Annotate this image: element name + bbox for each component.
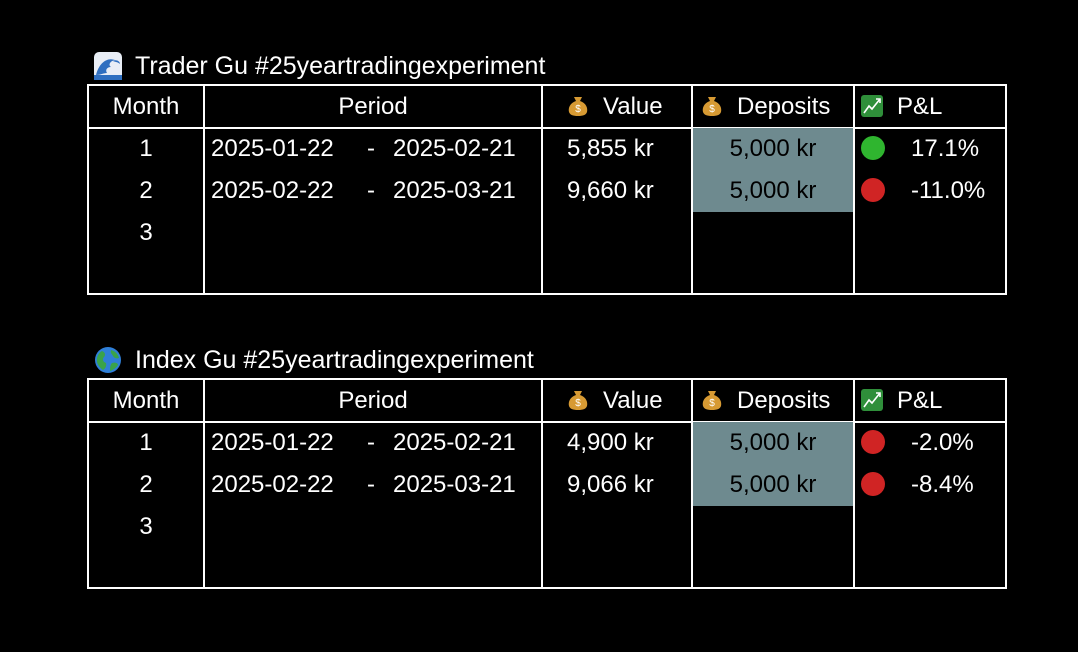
month-cell: 1: [139, 135, 153, 162]
header-period: Period: [338, 387, 408, 414]
table-title: Trader Gu #25yeartradingexperiment: [87, 48, 1007, 84]
period-separator: -: [367, 471, 375, 498]
period-separator: -: [367, 429, 375, 456]
pnl-cell: -8.4%: [911, 471, 974, 498]
month-cell: 2: [139, 177, 153, 204]
svg-text:$: $: [709, 104, 715, 115]
pnl-cell: -11.0%: [911, 177, 986, 204]
header-value: $ Value: [567, 86, 691, 128]
header-month: Month: [112, 93, 180, 120]
header-pnl: P&L: [861, 380, 1007, 422]
header-pnl: P&L: [861, 86, 1007, 128]
pnl-status-icon: [861, 422, 885, 464]
period-start: 2025-02-22: [211, 471, 334, 498]
wave-icon: [94, 52, 122, 80]
deposit-cell: 5,000 kr: [693, 464, 853, 506]
money-bag-icon: $: [702, 96, 722, 116]
money-bag-icon: $: [568, 96, 588, 116]
header-period: Period: [338, 93, 408, 120]
period-end: 2025-03-21: [393, 471, 516, 498]
header-value: $ Value: [567, 380, 691, 422]
trader-gu-section: Trader Gu #25yeartradingexperiment Month…: [87, 48, 1007, 295]
header-deposits: $ Deposits: [701, 380, 853, 422]
pnl-status-icon: [861, 170, 885, 212]
value-cell: 5,855 kr: [567, 135, 654, 162]
index-gu-section: Index Gu #25yeartradingexperiment Month …: [87, 342, 1007, 589]
period-start: 2025-01-22: [211, 135, 334, 162]
money-bag-icon: $: [702, 390, 722, 410]
pnl-cell: -2.0%: [911, 429, 974, 456]
period-end: 2025-02-21: [393, 135, 516, 162]
svg-text:$: $: [575, 398, 581, 409]
month-cell: 3: [139, 219, 153, 246]
table-title: Index Gu #25yeartradingexperiment: [87, 342, 1007, 378]
svg-text:$: $: [575, 104, 581, 115]
table-title-text: Trader Gu #25yeartradingexperiment: [135, 51, 546, 80]
index-gu-table: Month Period $ Value $ Deposits P&L 1 2025…: [87, 378, 1007, 589]
deposit-cell: 5,000 kr: [693, 422, 853, 464]
period-end: 2025-03-21: [393, 177, 516, 204]
value-cell: 4,900 kr: [567, 429, 654, 456]
pnl-status-icon: [861, 464, 885, 506]
globe-icon: [95, 347, 121, 373]
money-bag-icon: $: [568, 390, 588, 410]
pnl-cell: 17.1%: [911, 135, 980, 162]
svg-text:$: $: [709, 398, 715, 409]
chart-yen-icon: [861, 94, 883, 117]
chart-yen-icon: [861, 388, 883, 411]
trader-gu-table: Month Period $ Value $ Deposits P&L 1 2025…: [87, 84, 1007, 295]
value-cell: 9,660 kr: [567, 177, 654, 204]
header-deposits: $ Deposits: [701, 86, 853, 128]
month-cell: 2: [139, 471, 153, 498]
deposit-cell: 5,000 kr: [693, 170, 853, 212]
deposit-cell: 5,000 kr: [693, 128, 853, 170]
pnl-status-icon: [861, 128, 885, 170]
month-cell: 1: [139, 429, 153, 456]
value-cell: 9,066 kr: [567, 471, 654, 498]
table-title-text: Index Gu #25yeartradingexperiment: [135, 345, 534, 374]
period-separator: -: [367, 177, 375, 204]
header-month: Month: [112, 387, 180, 414]
month-cell: 3: [139, 513, 153, 540]
period-end: 2025-02-21: [393, 429, 516, 456]
period-start: 2025-02-22: [211, 177, 334, 204]
period-separator: -: [367, 135, 375, 162]
period-start: 2025-01-22: [211, 429, 334, 456]
